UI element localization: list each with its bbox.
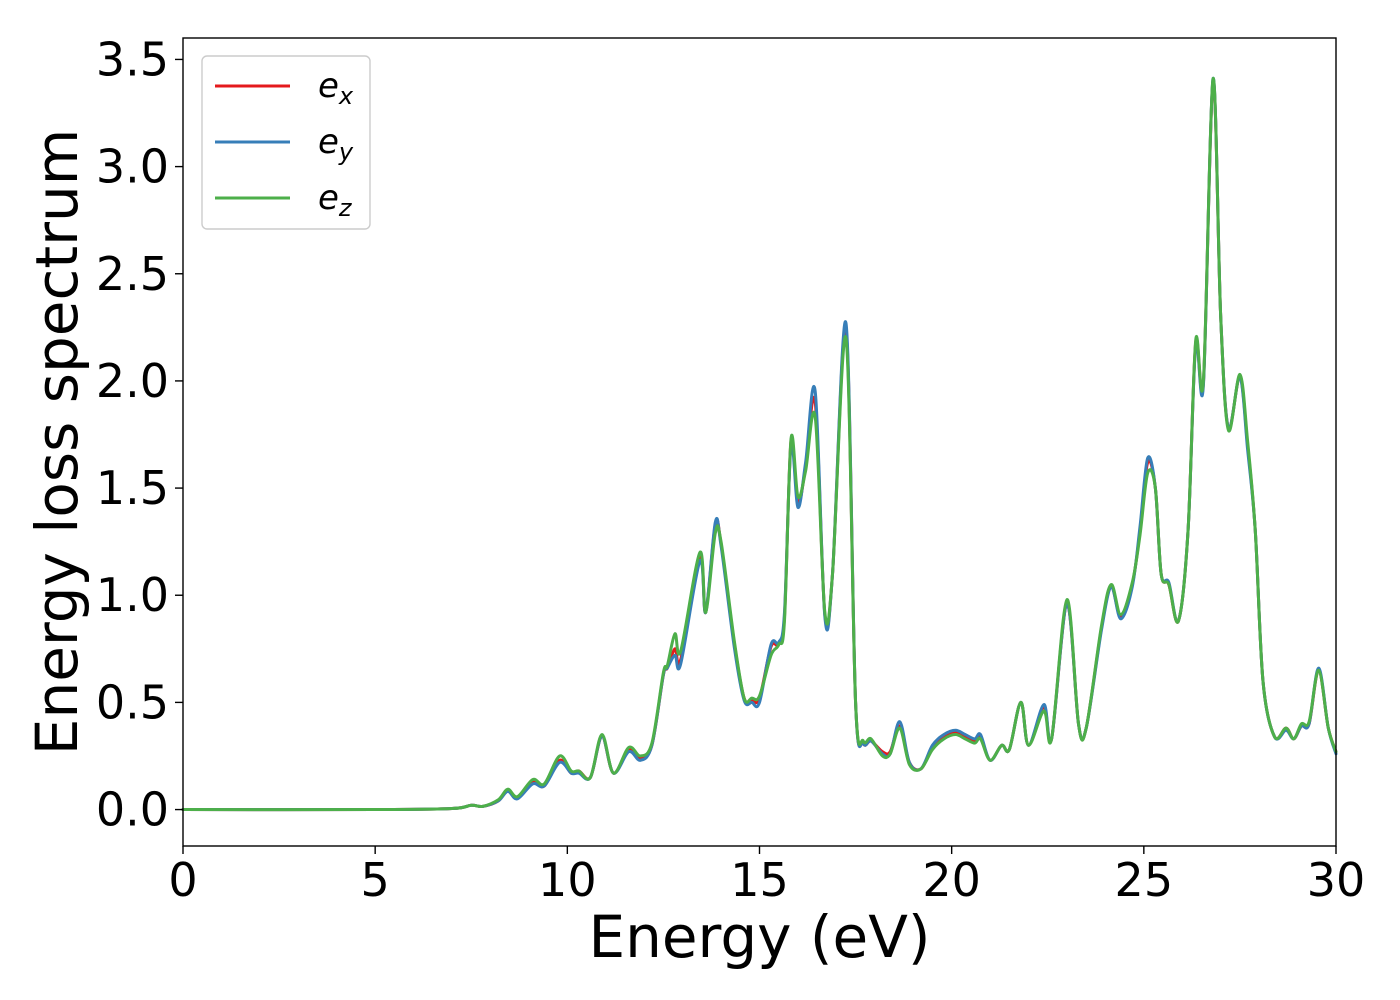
y-tick-label: 1.0	[96, 568, 169, 622]
legend-subscript: z	[338, 194, 353, 222]
y-axis-label: Energy loss spectrum	[23, 129, 91, 755]
x-tick-label: 15	[730, 853, 789, 907]
y-tick-label: 3.0	[96, 140, 169, 194]
x-tick-label: 10	[538, 853, 597, 907]
series-layer	[181, 77, 1338, 812]
x-tick-label: 5	[361, 853, 390, 907]
x-tick-label: 0	[168, 853, 197, 907]
tick-layer: 0 5 10 15 20 25 30 0.0 0.5 1.0 1.5 2.0 2.5 3.0 3.5	[96, 32, 1365, 907]
y-tick-label: 1.5	[96, 461, 169, 515]
y-tick-label: 2.5	[96, 247, 169, 301]
x-tick-label: 30	[1307, 853, 1366, 907]
y-tick-label: 0.0	[96, 783, 169, 837]
legend-subscript: y	[338, 138, 354, 166]
y-tick-label: 0.5	[96, 675, 169, 729]
y-tick-label: 2.0	[96, 354, 169, 408]
x-axis-label: Energy (eV)	[588, 903, 930, 971]
series-line-z	[181, 77, 1338, 812]
legend-subscript: x	[338, 82, 354, 110]
x-tick-label: 25	[1115, 853, 1174, 907]
x-tick-label: 20	[922, 853, 981, 907]
y-tick-label: 3.5	[96, 32, 169, 86]
